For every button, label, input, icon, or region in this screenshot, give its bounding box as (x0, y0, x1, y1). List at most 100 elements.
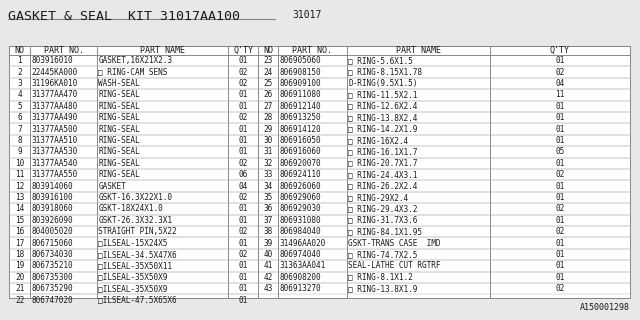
Text: 31363AA041: 31363AA041 (280, 261, 326, 270)
Text: 806916050: 806916050 (280, 136, 321, 145)
Text: 806931080: 806931080 (280, 216, 321, 225)
Text: 01: 01 (556, 102, 564, 111)
Text: 21: 21 (15, 284, 24, 293)
Text: 2: 2 (17, 68, 22, 76)
Text: 8: 8 (17, 136, 22, 145)
Text: GSKT-16.3X22X1.0: GSKT-16.3X22X1.0 (99, 193, 173, 202)
Text: □ILSEAL-35X50X9: □ILSEAL-35X50X9 (99, 273, 168, 282)
Text: RING-SEAL: RING-SEAL (99, 148, 140, 156)
Text: 02: 02 (238, 113, 248, 122)
Text: □ RING-14.2X1.9: □ RING-14.2X1.9 (349, 124, 418, 134)
Text: 806911080: 806911080 (280, 90, 321, 100)
Text: 806913250: 806913250 (280, 113, 321, 122)
Text: 5: 5 (17, 102, 22, 111)
Text: □ILSEAL-35X50X11: □ILSEAL-35X50X11 (99, 261, 173, 270)
Text: 6: 6 (17, 113, 22, 122)
Text: 806715060: 806715060 (31, 239, 73, 248)
Text: 10: 10 (15, 159, 24, 168)
Text: 01: 01 (238, 296, 248, 305)
Text: 27: 27 (264, 102, 273, 111)
Text: 15: 15 (15, 216, 24, 225)
Text: 803918060: 803918060 (31, 204, 73, 213)
Text: 01: 01 (556, 193, 564, 202)
Text: PART NAME: PART NAME (396, 46, 441, 55)
Text: D-RING(9.5X1.5): D-RING(9.5X1.5) (349, 79, 418, 88)
Text: 24: 24 (264, 68, 273, 76)
Text: □ILSEAL-34.5X47X6: □ILSEAL-34.5X47X6 (99, 250, 177, 259)
Text: 01: 01 (556, 181, 564, 191)
Text: Q'TY: Q'TY (233, 46, 253, 55)
Text: 806920070: 806920070 (280, 159, 321, 168)
Text: □ RING-29X2.4: □ RING-29X2.4 (349, 193, 408, 202)
Text: □ RING-16.1X1.7: □ RING-16.1X1.7 (349, 148, 418, 156)
Text: 32: 32 (264, 159, 273, 168)
Text: 01: 01 (556, 113, 564, 122)
Text: 01: 01 (238, 124, 248, 134)
Text: 01: 01 (238, 261, 248, 270)
Text: 806914120: 806914120 (280, 124, 321, 134)
Text: 25: 25 (264, 79, 273, 88)
Text: 31017: 31017 (292, 10, 321, 20)
Text: 01: 01 (238, 148, 248, 156)
Text: □ RING-74.7X2.5: □ RING-74.7X2.5 (349, 250, 418, 259)
Text: 01: 01 (238, 56, 248, 65)
Text: 38: 38 (264, 227, 273, 236)
Text: 01: 01 (556, 239, 564, 248)
Text: 23: 23 (264, 56, 273, 65)
Text: GASKET,16X21X2.3: GASKET,16X21X2.3 (99, 56, 173, 65)
Text: 35: 35 (264, 193, 273, 202)
Text: 14: 14 (15, 204, 24, 213)
Text: 01: 01 (556, 250, 564, 259)
Text: □ RING-CAM SENS: □ RING-CAM SENS (99, 68, 168, 76)
Text: 806984040: 806984040 (280, 227, 321, 236)
Text: GASKET & SEAL  KIT 31017AA100: GASKET & SEAL KIT 31017AA100 (8, 10, 240, 23)
Text: 31: 31 (264, 148, 273, 156)
Text: 806929030: 806929030 (280, 204, 321, 213)
Text: 01: 01 (238, 239, 248, 248)
Text: □ RING-11.5X2.1: □ RING-11.5X2.1 (349, 90, 418, 100)
Text: 803914060: 803914060 (31, 181, 73, 191)
Text: □ RING-8.1X1.2: □ RING-8.1X1.2 (349, 273, 413, 282)
Text: 806908200: 806908200 (280, 273, 321, 282)
Text: 806924110: 806924110 (280, 170, 321, 179)
Text: 806908150: 806908150 (280, 68, 321, 76)
Text: 22445KA000: 22445KA000 (31, 68, 77, 76)
Text: 4: 4 (17, 90, 22, 100)
Text: RING-SEAL: RING-SEAL (99, 113, 140, 122)
Text: 04: 04 (556, 79, 564, 88)
Text: □ RING-26.2X2.4: □ RING-26.2X2.4 (349, 181, 418, 191)
Text: RING-SEAL: RING-SEAL (99, 159, 140, 168)
Text: GSKT-26.3X32.3X1: GSKT-26.3X32.3X1 (99, 216, 173, 225)
Text: PART NO.: PART NO. (44, 46, 83, 55)
Text: 02: 02 (238, 159, 248, 168)
Text: □ RING-31.7X3.6: □ RING-31.7X3.6 (349, 216, 418, 225)
Text: 01: 01 (238, 284, 248, 293)
Text: 806916060: 806916060 (280, 148, 321, 156)
Text: 806734030: 806734030 (31, 250, 73, 259)
Text: A150001298: A150001298 (580, 303, 630, 312)
Text: 803916100: 803916100 (31, 193, 73, 202)
Text: 01: 01 (556, 273, 564, 282)
Text: 01: 01 (556, 56, 564, 65)
Text: 17: 17 (15, 239, 24, 248)
Text: 28: 28 (264, 113, 273, 122)
Text: 7: 7 (17, 124, 22, 134)
Text: 1: 1 (17, 56, 22, 65)
Text: 01: 01 (556, 159, 564, 168)
Text: 806905060: 806905060 (280, 56, 321, 65)
Text: 31377AA550: 31377AA550 (31, 170, 77, 179)
Text: 02: 02 (238, 250, 248, 259)
Text: 01: 01 (238, 90, 248, 100)
Text: 01: 01 (556, 261, 564, 270)
Text: □ RING-29.4X3.2: □ RING-29.4X3.2 (349, 204, 418, 213)
Text: 31377AA540: 31377AA540 (31, 159, 77, 168)
Text: RING-SEAL: RING-SEAL (99, 124, 140, 134)
Text: □ RING-5.6X1.5: □ RING-5.6X1.5 (349, 56, 413, 65)
Text: 806735210: 806735210 (31, 261, 73, 270)
Text: 31377AA470: 31377AA470 (31, 90, 77, 100)
Text: 01: 01 (238, 136, 248, 145)
Text: 02: 02 (238, 227, 248, 236)
Text: 13: 13 (15, 193, 24, 202)
Text: 01: 01 (238, 216, 248, 225)
Text: 31377AA480: 31377AA480 (31, 102, 77, 111)
